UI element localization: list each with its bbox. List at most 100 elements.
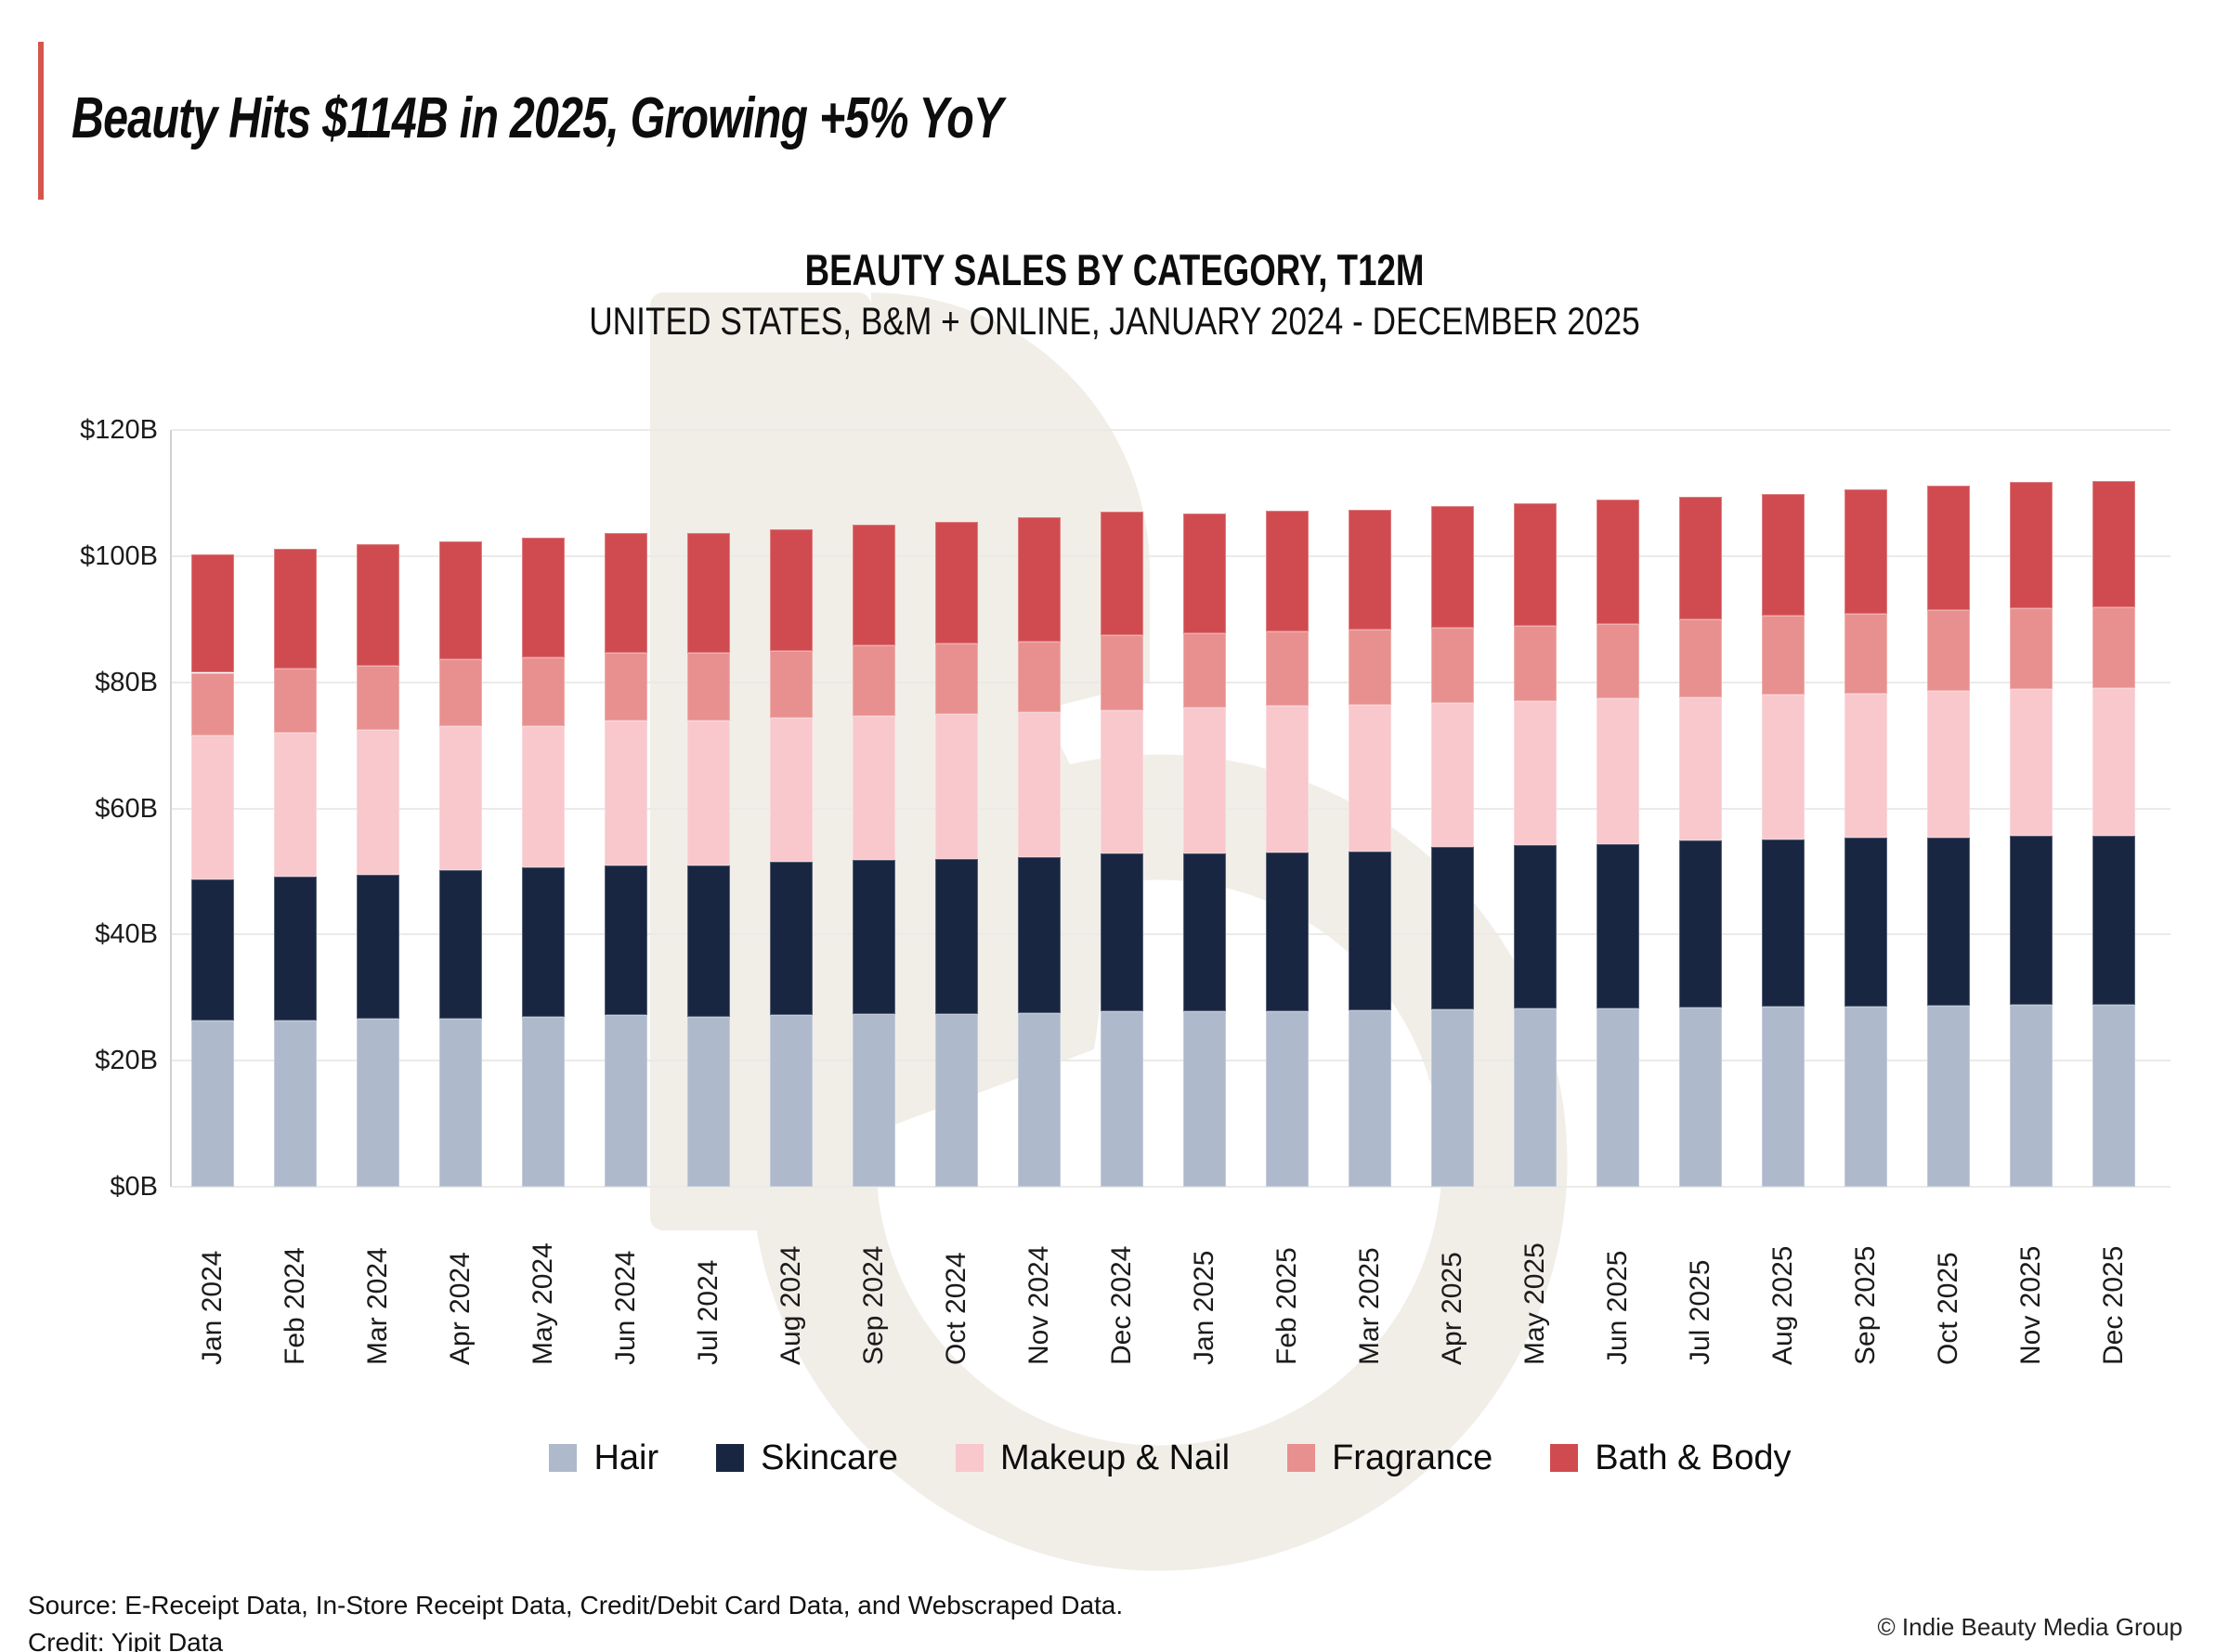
- bar-segment-skincare: [1431, 846, 1474, 1010]
- y-axis: $0B $20B $40B $60B $80B $100B $120B: [0, 416, 158, 1201]
- legend-label: Makeup & Nail: [999, 1437, 1231, 1477]
- y-tick-label: $0B: [110, 1172, 158, 1202]
- legend: Hair Skincare Makeup & Nail Fragrance Bath &…: [0, 1437, 2229, 1478]
- bar-segment-makeup-nail: [935, 713, 978, 859]
- bar-segment-makeup-nail: [1762, 695, 1805, 840]
- bar-segment-bath-body: [1597, 499, 1639, 624]
- legend-item-makeup-nail: Makeup & Nail: [955, 1437, 1231, 1478]
- bar-segment-bath-body: [1183, 514, 1226, 634]
- x-tick-label: Jan 2025: [1189, 1250, 1219, 1365]
- bar-jun-2025: [1597, 499, 1639, 1187]
- bar-segment-bath-body: [935, 522, 978, 644]
- bar-segment-makeup-nail: [274, 733, 317, 877]
- bar-mar-2024: [357, 543, 399, 1187]
- page-title: Beauty Hits $114B in 2025, Growing +5% Y…: [72, 86, 1003, 150]
- bar-segment-hair: [1266, 1010, 1309, 1187]
- bar-segment-bath-body: [191, 553, 234, 673]
- bar-segment-fragrance: [2092, 606, 2135, 688]
- bar-segment-hair: [605, 1015, 647, 1187]
- bar-segment-makeup-nail: [439, 726, 482, 871]
- bar-jul-2024: [687, 533, 730, 1187]
- bar-segment-hair: [770, 1015, 813, 1187]
- bar-segment-fragrance: [1266, 631, 1309, 707]
- bar-may-2025: [1514, 502, 1557, 1187]
- bar-jan-2025: [1183, 514, 1226, 1187]
- bar-segment-skincare: [1183, 853, 1226, 1011]
- gridline-$20B: [172, 1060, 2170, 1062]
- y-tick-label: $20B: [95, 1046, 158, 1076]
- bar-apr-2024: [439, 540, 482, 1187]
- bar-segment-fragrance: [770, 650, 813, 719]
- y-tick-label: $60B: [95, 793, 158, 824]
- legend-swatch: [549, 1444, 578, 1472]
- legend-swatch: [1287, 1444, 1316, 1472]
- bar-mar-2025: [1349, 509, 1391, 1187]
- bar-nov-2025: [2010, 482, 2053, 1187]
- x-tick-label: Jul 2024: [693, 1259, 723, 1365]
- bar-segment-makeup-nail: [1597, 698, 1639, 844]
- y-tick-label: $40B: [95, 919, 158, 950]
- bar-segment-bath-body: [770, 529, 813, 651]
- legend-label: Skincare: [761, 1437, 898, 1477]
- bar-segment-fragrance: [357, 666, 399, 731]
- bar-segment-hair: [2010, 1005, 2053, 1187]
- bar-segment-makeup-nail: [1101, 709, 1143, 853]
- bar-segment-fragrance: [1018, 641, 1061, 713]
- bar-may-2024: [522, 538, 565, 1187]
- bar-segment-bath-body: [1101, 511, 1143, 636]
- bar-dec-2024: [1101, 511, 1143, 1187]
- legend-item-skincare: Skincare: [716, 1438, 898, 1478]
- bar-segment-fragrance: [1762, 616, 1805, 696]
- bar-segment-fragrance: [1431, 627, 1474, 704]
- bar-segment-bath-body: [274, 548, 317, 669]
- bar-segment-fragrance: [2010, 607, 2053, 690]
- bar-segment-hair: [522, 1017, 565, 1187]
- bar-segment-skincare: [605, 865, 647, 1016]
- bar-segment-skincare: [191, 878, 234, 1021]
- bar-sep-2024: [853, 524, 895, 1187]
- bar-feb-2024: [274, 548, 317, 1187]
- bar-segment-hair: [1597, 1008, 1639, 1187]
- chart-subtitle: UNITED STATES, B&M + ONLINE, JANUARY 202…: [589, 299, 1640, 343]
- bar-segment-bath-body: [1349, 509, 1391, 631]
- bar-aug-2024: [770, 529, 813, 1187]
- bar-segment-skincare: [1679, 840, 1722, 1008]
- x-tick-label: Oct 2024: [941, 1252, 971, 1365]
- bar-segment-hair: [1183, 1010, 1226, 1187]
- bar-segment-hair: [439, 1018, 482, 1187]
- bar-segment-skincare: [274, 876, 317, 1021]
- copyright-text: © Indie Beauty Media Group: [1877, 1613, 2183, 1641]
- bar-segment-skincare: [357, 874, 399, 1020]
- gridline-$60B: [172, 807, 2170, 810]
- bar-segment-makeup-nail: [1514, 701, 1557, 845]
- bar-segment-hair: [1514, 1008, 1557, 1187]
- bar-segment-fragrance: [1514, 626, 1557, 702]
- x-tick-label: Apr 2025: [1437, 1252, 1467, 1365]
- bar-segment-bath-body: [357, 543, 399, 667]
- bar-segment-fragrance: [522, 657, 565, 726]
- bar-segment-makeup-nail: [770, 718, 813, 863]
- gridline-$100B: [172, 554, 2170, 557]
- bar-segment-bath-body: [1762, 493, 1805, 617]
- bar-segment-makeup-nail: [1844, 693, 1887, 839]
- bar-segment-fragrance: [1597, 623, 1639, 699]
- gridline-$0B: [172, 1186, 2170, 1188]
- bar-segment-hair: [191, 1020, 234, 1187]
- bar-segment-fragrance: [605, 652, 647, 722]
- bar-segment-bath-body: [1679, 497, 1722, 619]
- chart-title: BEAUTY SALES BY CATEGORY, T12M: [804, 245, 1425, 294]
- bar-segment-fragrance: [935, 643, 978, 714]
- bar-segment-hair: [1679, 1008, 1722, 1187]
- bar-segment-hair: [935, 1013, 978, 1187]
- bar-segment-bath-body: [2092, 481, 2135, 607]
- bar-segment-skincare: [1514, 844, 1557, 1009]
- legend-item-hair: Hair: [549, 1438, 658, 1478]
- bar-segment-bath-body: [687, 533, 730, 653]
- bar-segment-fragrance: [439, 658, 482, 727]
- footer-source: Source: E-Receipt Data, In-Store Receipt…: [28, 1591, 1124, 1619]
- x-tick-label: Feb 2025: [1271, 1247, 1302, 1365]
- bar-jul-2025: [1679, 497, 1722, 1187]
- legend-item-fragrance: Fragrance: [1287, 1438, 1493, 1478]
- y-tick-label: $80B: [95, 667, 158, 697]
- bar-oct-2025: [1927, 485, 1970, 1187]
